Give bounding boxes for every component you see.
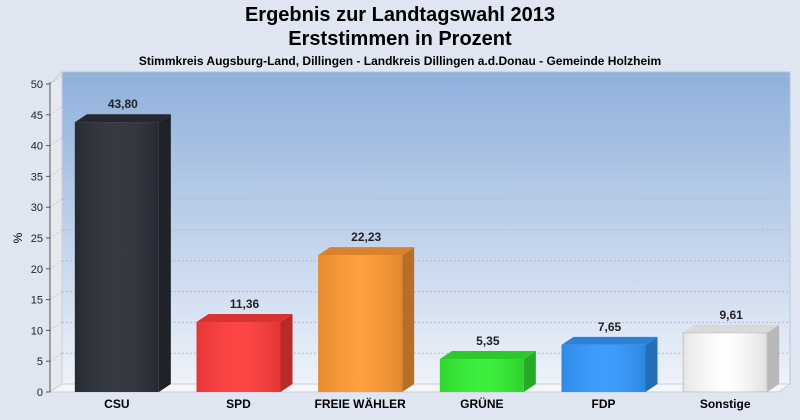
data-label: 5,35 bbox=[476, 334, 500, 348]
bar-top bbox=[439, 351, 536, 360]
bar-side bbox=[645, 336, 658, 392]
y-tick-label: 5 bbox=[37, 356, 43, 368]
bar-spd: 11,36 bbox=[196, 297, 293, 392]
x-tick-label: FREIE WÄHLER bbox=[314, 396, 406, 411]
gridline-side bbox=[49, 198, 63, 208]
chart-region-subtitle: Stimmkreis Augsburg-Land, Dillingen - La… bbox=[138, 54, 662, 68]
data-label: 43,80 bbox=[108, 97, 138, 111]
gridlines bbox=[49, 75, 790, 362]
bar-sonstige: 9,61 bbox=[682, 308, 780, 393]
bar-top bbox=[196, 314, 293, 323]
y-tick-label: 45 bbox=[31, 110, 43, 122]
data-label: 7,65 bbox=[598, 320, 622, 334]
y-tick-label: 25 bbox=[31, 233, 43, 245]
y-tick-label: 15 bbox=[31, 295, 43, 307]
bar-shade bbox=[74, 122, 159, 392]
bar-shade bbox=[196, 322, 281, 392]
bar-side bbox=[523, 351, 536, 392]
bar-grüne: 5,35 bbox=[439, 334, 536, 392]
bars-group: 43,80 11,36 22,23 5,35 7,65 9,61 bbox=[74, 97, 780, 393]
y-tick-label: 40 bbox=[31, 141, 43, 153]
gridline-side bbox=[49, 352, 63, 362]
y-tick-label: 0 bbox=[37, 387, 43, 399]
gridline-side bbox=[49, 291, 63, 301]
gridline-side bbox=[49, 106, 63, 116]
x-axis: CSU SPD FREIE WÄHLER GRÜNE FDP Sonstige bbox=[104, 396, 751, 411]
x-tick-label: GRÜNE bbox=[460, 396, 503, 411]
y-axis: 0 5 10 15 20 25 30 35 40 45 50% bbox=[11, 79, 51, 399]
bar-freie-wähler: 22,23 bbox=[318, 230, 415, 392]
data-label: 11,36 bbox=[230, 297, 260, 311]
y-axis-label: % bbox=[11, 232, 25, 243]
x-tick-label: FDP bbox=[592, 397, 616, 411]
y-tick-label: 20 bbox=[31, 264, 43, 276]
y-tick-label: 30 bbox=[31, 202, 43, 214]
bar-shade bbox=[439, 359, 524, 392]
gridline-side bbox=[49, 75, 63, 85]
x-tick-label: Sonstige bbox=[700, 397, 751, 411]
gridline-side bbox=[49, 229, 63, 239]
bar-side bbox=[767, 324, 780, 392]
bar-side bbox=[280, 314, 293, 392]
bar-top bbox=[683, 324, 780, 333]
chart-subtitle: Erststimmen in Prozent bbox=[288, 28, 512, 50]
chart-title: Ergebnis zur Landtagswahl 2013 bbox=[244, 4, 556, 26]
bar-top bbox=[74, 114, 171, 123]
gridline-side bbox=[49, 167, 63, 177]
gridline-side bbox=[49, 260, 63, 270]
bar-side bbox=[158, 114, 171, 392]
bar-fdp: 7,65 bbox=[561, 320, 658, 392]
data-label: 22,23 bbox=[351, 230, 381, 244]
x-tick-label: CSU bbox=[104, 397, 129, 411]
bar-shade bbox=[318, 255, 403, 392]
bar-top bbox=[561, 336, 658, 345]
y-tick-label: 10 bbox=[31, 325, 43, 337]
bar-top bbox=[318, 247, 415, 256]
data-label: 9,61 bbox=[719, 308, 743, 322]
y-tick-label: 35 bbox=[31, 171, 43, 183]
gridline-side bbox=[49, 137, 63, 147]
gridline-side bbox=[49, 321, 63, 331]
bar-shade bbox=[683, 332, 768, 392]
bar-side bbox=[402, 247, 415, 392]
bar-shade bbox=[561, 344, 646, 392]
bar-csu: 43,80 bbox=[74, 97, 171, 392]
y-tick-label: 50 bbox=[31, 79, 43, 91]
x-tick-label: SPD bbox=[226, 397, 251, 411]
plot-side-wall bbox=[49, 70, 63, 393]
plot-back-wall bbox=[61, 71, 791, 385]
